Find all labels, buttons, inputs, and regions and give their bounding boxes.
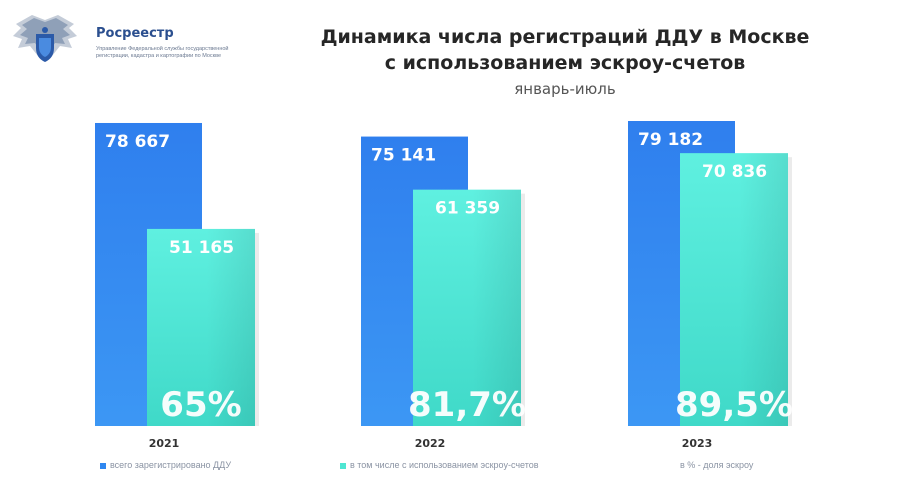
value-label-escrow-2021: 51 165 [169,238,234,258]
share-label-2021: 65% [160,385,241,425]
rosreestr-logo: Росреестр Управление Федеральной службы … [12,12,242,74]
chart-title: Динамика числа регистраций ДДУ в Москве … [280,24,850,76]
year-label-2022: 2022 [415,437,446,450]
year-label-2023: 2023 [682,437,713,450]
legend-item-3: в % - доля эскроу [680,460,753,470]
value-label-escrow-2022: 61 359 [435,199,500,219]
bar-escrow-shade-2022 [472,189,521,426]
chart-legend: всего зарегистрировано ДДУ в том числе с … [100,460,820,474]
legend-item-1: всего зарегистрировано ДДУ [100,460,231,470]
value-label-total-2021: 78 667 [105,132,170,152]
value-label-escrow-2023: 70 836 [702,162,767,182]
legend-label-3: в % - доля эскроу [680,460,754,470]
share-label-2022: 81,7% [408,385,526,425]
year-label-2021: 2021 [149,437,180,450]
eagle-emblem-icon [13,15,77,62]
legend-item-2: в том числе с использованием эскроу-счет… [340,460,539,470]
legend-swatch-2 [340,462,346,469]
chart-title-line-1: Динамика числа регистраций ДДУ в Москве [320,26,810,48]
chart-title-line-2: с использованием эскроу-счетов [384,52,746,74]
value-label-total-2023: 79 182 [638,130,703,150]
bar-escrow-shade-2021 [206,228,255,426]
legend-label-1: всего зарегистрировано ДДУ [110,460,232,470]
org-description: Управление Федеральной службы государств… [96,46,229,59]
legend-swatch-1 [100,462,106,469]
chart-subtitle: январь-июль [514,80,616,98]
value-label-total-2022: 75 141 [371,146,436,166]
bar-escrow-shade-2023 [739,153,788,427]
legend-label-2: в том числе с использованием эскроу-счет… [350,460,539,470]
org-name: Росреестр [96,26,174,41]
share-label-2023: 89,5% [675,385,793,425]
